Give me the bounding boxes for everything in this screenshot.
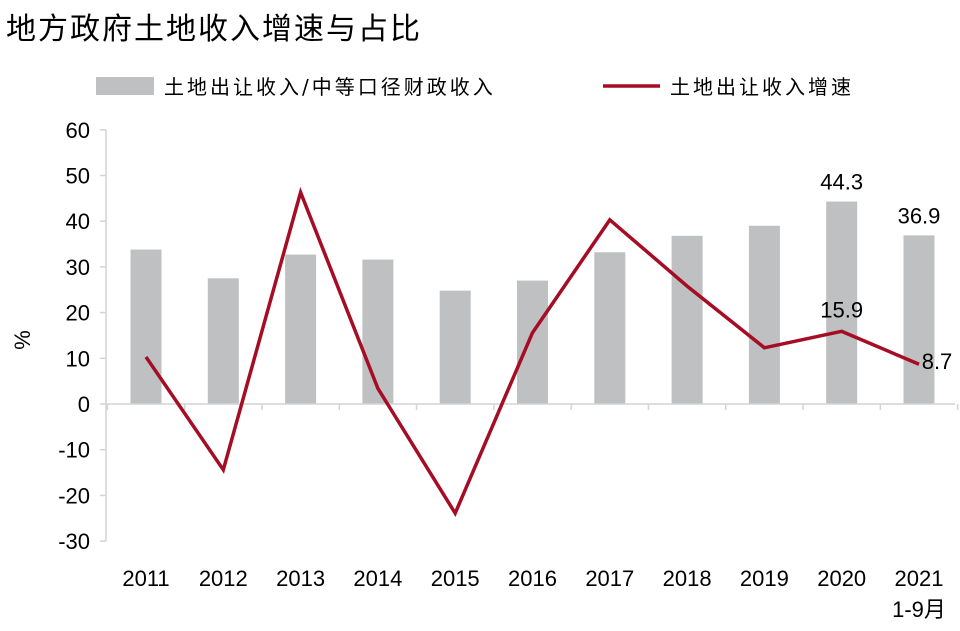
bar-2014 [362, 259, 394, 404]
line-data-label: 8.7 [922, 349, 953, 374]
bar-2016 [517, 280, 548, 404]
x-tick-label: 2015 [431, 566, 480, 591]
y-tick-label: 50 [66, 164, 90, 189]
y-tick-label: 10 [66, 346, 90, 371]
y-tick-label: 60 [66, 118, 90, 143]
chart-title: 地方政府土地收入增速与占比 [6, 12, 422, 47]
bar-2018 [671, 235, 703, 404]
bar-2011 [130, 249, 162, 404]
x-tick-label: 2011 [122, 566, 169, 591]
x-tick-sublabel: 1-9月 [892, 597, 946, 622]
y-tick-label: -10 [58, 438, 90, 463]
y-tick-label: 20 [66, 301, 90, 326]
y-tick-label: -30 [58, 529, 90, 554]
x-tick-label: 2016 [508, 566, 557, 591]
bar-2015 [439, 290, 471, 404]
bar-2013 [285, 254, 317, 404]
bar-2012 [207, 278, 239, 404]
legend-bar-label: 土地出让收入/中等口径财政收入 [164, 75, 496, 99]
bar-2021 [903, 235, 935, 404]
y-tick-label: 30 [66, 255, 90, 280]
y-tick-label: 0 [78, 392, 90, 417]
x-tick-label: 2013 [276, 566, 325, 591]
bar-2017 [594, 252, 626, 404]
bar-data-label: 44.3 [820, 170, 863, 195]
x-tick-label: 2014 [353, 566, 402, 591]
y-axis-label: % [10, 330, 35, 350]
line-data-label: 15.9 [820, 297, 863, 322]
x-tick-label: 2018 [663, 566, 712, 591]
x-tick-label: 2020 [817, 566, 866, 591]
x-tick-label: 2021 [895, 566, 944, 591]
legend-bar-swatch [96, 77, 154, 95]
bar-2020 [826, 201, 858, 404]
x-tick-label: 2017 [585, 566, 634, 591]
bar-data-label: 36.9 [898, 203, 941, 228]
x-tick-label: 2019 [740, 566, 789, 591]
y-tick-label: -20 [58, 483, 90, 508]
x-tick-label: 2012 [199, 566, 248, 591]
y-tick-label: 40 [66, 209, 90, 234]
bar-2019 [748, 225, 780, 404]
legend-line-label: 土地出让收入增速 [670, 75, 854, 99]
